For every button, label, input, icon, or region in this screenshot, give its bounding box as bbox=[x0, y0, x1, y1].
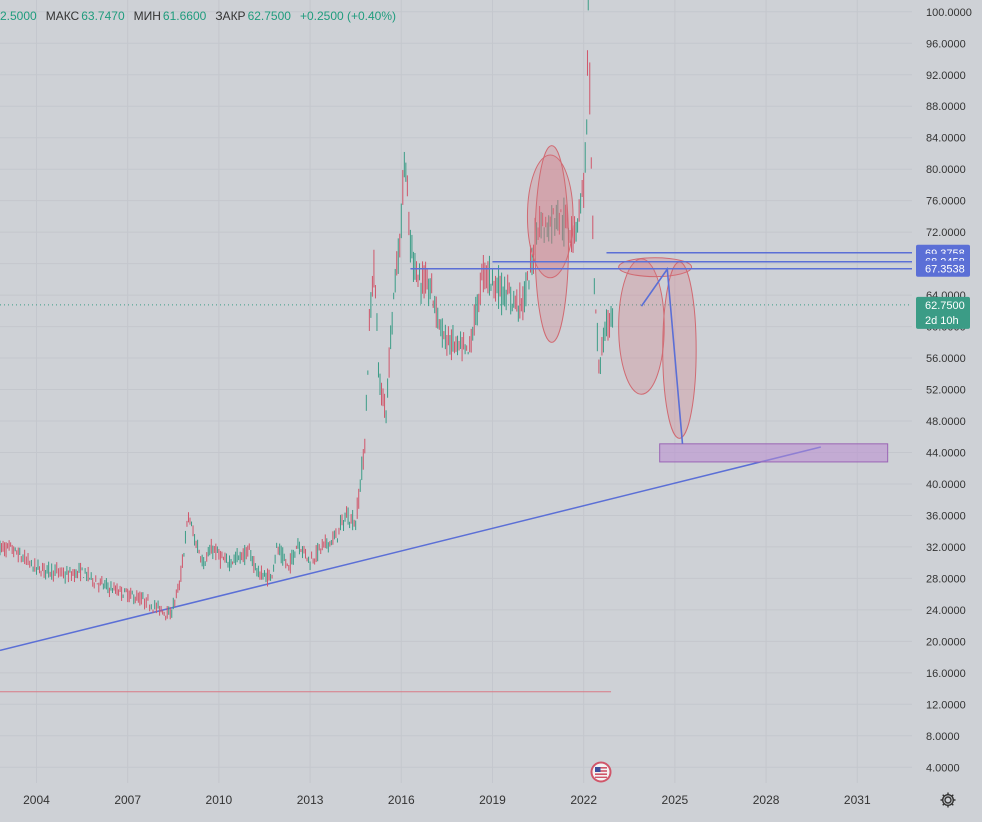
price-tick-label: 84.0000 bbox=[926, 133, 966, 145]
change-value: +0.2500 (+0.40%) bbox=[299, 9, 397, 23]
high-label: МАКС bbox=[45, 9, 80, 23]
price-tick-label: 8.0000 bbox=[926, 731, 960, 743]
time-tick-label: 2019 bbox=[479, 793, 506, 807]
price-level-tag bbox=[916, 260, 970, 277]
close-label: ЗАКР bbox=[215, 9, 246, 23]
time-tick-label: 2022 bbox=[570, 793, 597, 807]
price-axis[interactable]: 4.0000 8.0000 12.0000 16.0000 20.0000 24.0000… bbox=[926, 7, 972, 774]
price-tick-label: 100.0000 bbox=[926, 7, 972, 19]
price-tick-label: 56.0000 bbox=[926, 353, 966, 365]
support-trendline[interactable] bbox=[0, 446, 821, 652]
current-price-tag bbox=[916, 296, 970, 329]
price-tick-label: 32.0000 bbox=[926, 542, 966, 554]
price-tick-label: 16.0000 bbox=[926, 668, 966, 680]
price-tick-label: 4.0000 bbox=[926, 762, 960, 774]
time-tick-label: 2028 bbox=[753, 793, 780, 807]
price-tick-label: 20.0000 bbox=[926, 636, 966, 648]
time-tick-label: 2025 bbox=[662, 793, 689, 807]
high-value: 63.7470 bbox=[81, 9, 125, 23]
price-tick-label: 12.0000 bbox=[926, 699, 966, 711]
ellipse-annotation[interactable] bbox=[618, 258, 665, 395]
grid bbox=[0, 0, 912, 783]
price-level-tag-label: 67.3538 bbox=[925, 264, 965, 276]
time-tick-label: 2004 bbox=[23, 793, 50, 807]
time-tick-label: 2007 bbox=[114, 793, 141, 807]
ellipse-annotation[interactable] bbox=[534, 145, 569, 343]
ellipse-annotation[interactable] bbox=[618, 257, 693, 278]
low-label: МИН bbox=[133, 9, 161, 23]
price-tick-label: 76.0000 bbox=[926, 196, 966, 208]
us-flag-icon[interactable] bbox=[590, 761, 612, 783]
price-tick-label: 96.0000 bbox=[926, 38, 966, 50]
price-tick-label: 24.0000 bbox=[926, 605, 966, 617]
time-tick-label: 2031 bbox=[844, 793, 871, 807]
low-value: 61.6600 bbox=[162, 9, 207, 23]
price-tick-label: 40.0000 bbox=[926, 479, 966, 491]
ellipse-annotation[interactable] bbox=[526, 154, 574, 279]
gear-icon[interactable] bbox=[938, 790, 958, 810]
price-tick-label: 88.0000 bbox=[926, 101, 966, 113]
trendline-layer[interactable] bbox=[0, 446, 821, 652]
price-level-lines[interactable] bbox=[410, 252, 912, 270]
current-price-label: 62.7500 bbox=[925, 300, 965, 312]
price-tick-label: 28.0000 bbox=[926, 573, 966, 585]
price-tick-label: 80.0000 bbox=[926, 164, 966, 176]
countdown-label: 2d 10h bbox=[925, 315, 959, 327]
open-value: 2.5000 bbox=[0, 9, 37, 23]
price-tick-label: 52.0000 bbox=[926, 385, 966, 397]
time-tick-label: 2013 bbox=[297, 793, 324, 807]
price-tick-label: 36.0000 bbox=[926, 510, 966, 522]
time-tick-label: 2010 bbox=[206, 793, 233, 807]
time-axis[interactable]: 2004 2007 2010 2013 2016 2019 2022 2025 2028 2031 bbox=[23, 793, 871, 807]
target-zone-layer[interactable] bbox=[659, 443, 889, 463]
price-tick-label: 72.0000 bbox=[926, 227, 966, 239]
target-zone[interactable] bbox=[659, 443, 889, 463]
ohlc-legend: 2.5000 МАКС 63.7470 МИН 61.6600 ЗАКР 62.7500 +0… bbox=[0, 6, 398, 26]
close-value: 62.7500 bbox=[247, 9, 291, 23]
time-tick-label: 2016 bbox=[388, 793, 415, 807]
price-series bbox=[0, 0, 614, 621]
price-tick-label: 44.0000 bbox=[926, 447, 966, 459]
price-tick-label: 48.0000 bbox=[926, 416, 966, 428]
low-reference-layer bbox=[0, 304, 912, 693]
price-tick-label: 92.0000 bbox=[926, 70, 966, 82]
